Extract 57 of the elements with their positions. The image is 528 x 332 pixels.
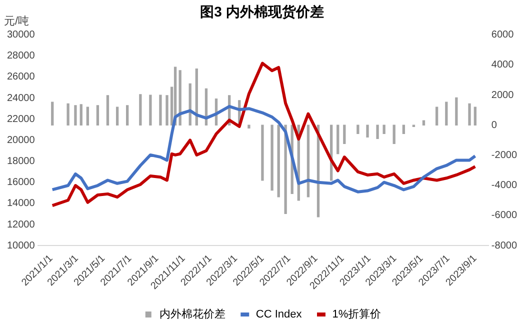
- y-tick-label: 10000: [6, 240, 36, 252]
- y-tick-label: 20000: [6, 134, 36, 146]
- y-tick-label: 16000: [6, 177, 36, 188]
- bar: [106, 95, 110, 126]
- bar: [468, 103, 471, 126]
- bar: [336, 124, 340, 154]
- y2-tick-label: -4000: [491, 180, 518, 192]
- y-tick-label: 28000: [6, 50, 36, 62]
- bar: [306, 124, 310, 198]
- legend-label: CC Index: [256, 308, 302, 321]
- bar: [277, 124, 280, 198]
- bar: [139, 94, 142, 126]
- y2-tick-label: 0: [491, 120, 498, 131]
- bar: [159, 94, 162, 126]
- y-tick-label: 24000: [6, 92, 36, 104]
- bar: [402, 124, 406, 134]
- bar: [455, 97, 458, 126]
- y2-tick-label: 2000: [491, 90, 514, 101]
- bar: [284, 124, 287, 214]
- y-tick-label: 26000: [6, 72, 36, 83]
- bar: [422, 120, 426, 126]
- bar: [116, 106, 119, 126]
- bar: [248, 124, 250, 128]
- legend-label: 1%折算价: [332, 308, 382, 321]
- bar: [74, 105, 77, 126]
- y2-tick-label: 4000: [491, 60, 514, 71]
- bar: [366, 124, 369, 138]
- bar: [376, 124, 379, 140]
- bar: [343, 124, 346, 144]
- y-tick-label: 22000: [6, 114, 36, 125]
- bar: [96, 105, 100, 126]
- bar: [356, 124, 360, 134]
- legend-label: 内外棉花价差: [159, 308, 226, 321]
- y2-tick-label: -2000: [491, 150, 518, 161]
- bar: [149, 94, 152, 126]
- bar: [66, 103, 70, 126]
- y-tick-label: 14000: [6, 198, 36, 210]
- y2-tick-label: 6000: [491, 30, 514, 41]
- bar: [80, 104, 82, 126]
- chart-title: 图3 内外棉现货价差: [200, 3, 324, 20]
- bar: [445, 102, 448, 126]
- bar: [166, 95, 168, 126]
- y2-tick-label: -6000: [491, 210, 518, 222]
- bar: [474, 106, 476, 126]
- bar: [435, 106, 438, 126]
- y-tick-label: 30000: [6, 30, 36, 41]
- bar: [382, 124, 386, 134]
- bar: [51, 102, 54, 126]
- y2-tick-label: -8000: [491, 240, 518, 252]
- bar: [86, 106, 90, 126]
- bar: [261, 124, 264, 181]
- y-axis-title: 元/吨: [4, 14, 30, 28]
- bar: [270, 124, 274, 191]
- bar: [392, 124, 396, 144]
- bar: [126, 105, 129, 126]
- y-tick-label: 18000: [6, 156, 36, 168]
- y-tick-label: 12000: [6, 219, 36, 230]
